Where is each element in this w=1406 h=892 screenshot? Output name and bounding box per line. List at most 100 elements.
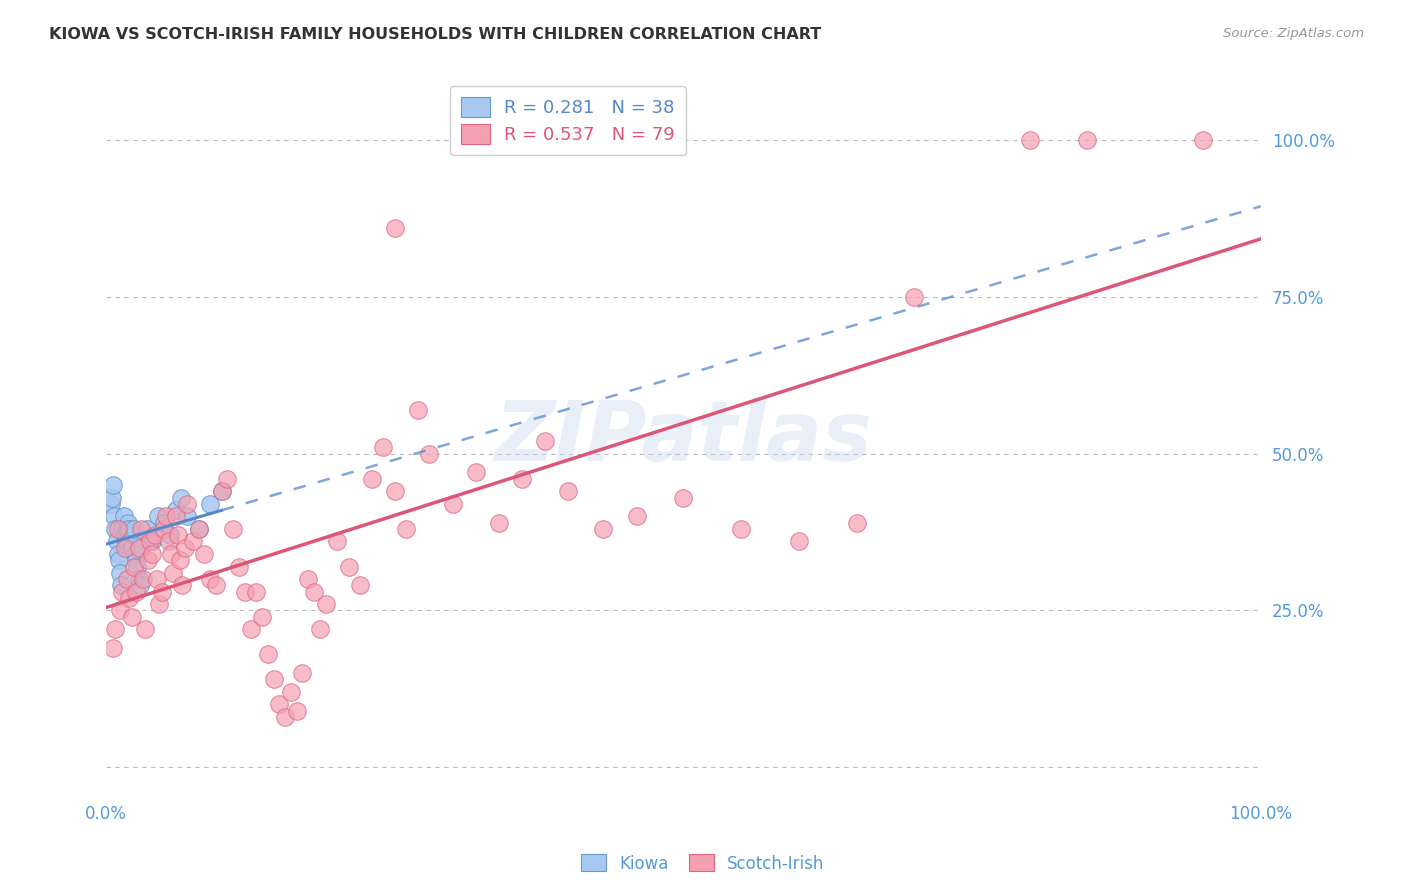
Point [239,622,262,636]
Point [384,484,406,499]
Point [187,522,209,536]
Point [406,402,429,417]
Point [136,553,159,567]
Point [166,528,188,542]
Point [1018,133,1040,147]
Point [135,522,157,536]
Point [228,559,250,574]
Point [117,516,139,530]
Point [269,698,291,712]
Point [132,572,155,586]
Point [120,534,142,549]
Point [217,472,239,486]
Point [464,466,486,480]
Point [129,541,152,555]
Point [395,522,418,536]
Point [103,509,125,524]
Point [128,578,150,592]
Point [124,547,146,561]
Point [108,566,131,580]
Point [169,553,191,567]
Point [257,648,280,662]
Point [557,484,579,499]
Point [112,509,135,524]
Point [441,497,464,511]
Point [157,534,180,549]
Point [101,641,124,656]
Point [730,522,752,536]
Point [211,484,233,499]
Point [141,547,163,561]
Point [111,522,134,536]
Point [170,491,193,505]
Point [1076,133,1098,147]
Point [165,503,187,517]
Point [285,704,308,718]
Point [101,491,124,505]
Point [245,584,267,599]
Point [173,541,195,555]
Point [108,603,131,617]
Point [128,572,150,586]
Point [205,578,228,592]
Point [115,572,138,586]
Point [122,559,145,574]
Point [165,509,187,524]
Point [1192,133,1215,147]
Point [534,434,557,449]
Point [148,597,170,611]
Point [115,534,138,549]
Text: ZIPatlas: ZIPatlas [495,398,872,478]
Point [233,584,256,599]
Point [291,666,314,681]
Point [337,559,360,574]
Point [111,584,134,599]
Point [211,484,233,499]
Point [193,547,215,561]
Point [373,441,395,455]
Point [107,547,129,561]
Point [510,472,533,486]
Point [105,534,128,549]
Point [160,547,183,561]
Point [141,534,163,549]
Point [297,572,319,586]
Point [198,497,221,511]
Point [280,685,302,699]
Point [159,528,181,542]
Point [153,522,176,536]
Point [153,516,176,530]
Point [162,566,184,580]
Point [121,528,143,542]
Point [143,528,166,542]
Point [125,553,148,567]
Point [172,578,194,592]
Point [101,478,124,492]
Point [121,609,143,624]
Point [384,221,406,235]
Point [139,534,162,549]
Text: KIOWA VS SCOTCH-IRISH FAMILY HOUSEHOLDS WITH CHILDREN CORRELATION CHART: KIOWA VS SCOTCH-IRISH FAMILY HOUSEHOLDS … [49,27,821,42]
Point [360,472,382,486]
Point [121,541,143,555]
Point [108,553,131,567]
Point [128,541,150,555]
Point [488,516,510,530]
Point [302,584,325,599]
Point [308,622,330,636]
Point [845,516,868,530]
Point [274,710,297,724]
Point [118,522,141,536]
Point [198,572,221,586]
Point [626,509,648,524]
Point [176,497,198,511]
Legend: Kiowa, Scotch-Irish: Kiowa, Scotch-Irish [575,847,831,880]
Point [134,622,156,636]
Point [315,597,337,611]
Point [115,522,138,536]
Text: Source: ZipAtlas.com: Source: ZipAtlas.com [1223,27,1364,40]
Point [176,509,198,524]
Point [222,522,245,536]
Point [104,622,127,636]
Point [418,447,440,461]
